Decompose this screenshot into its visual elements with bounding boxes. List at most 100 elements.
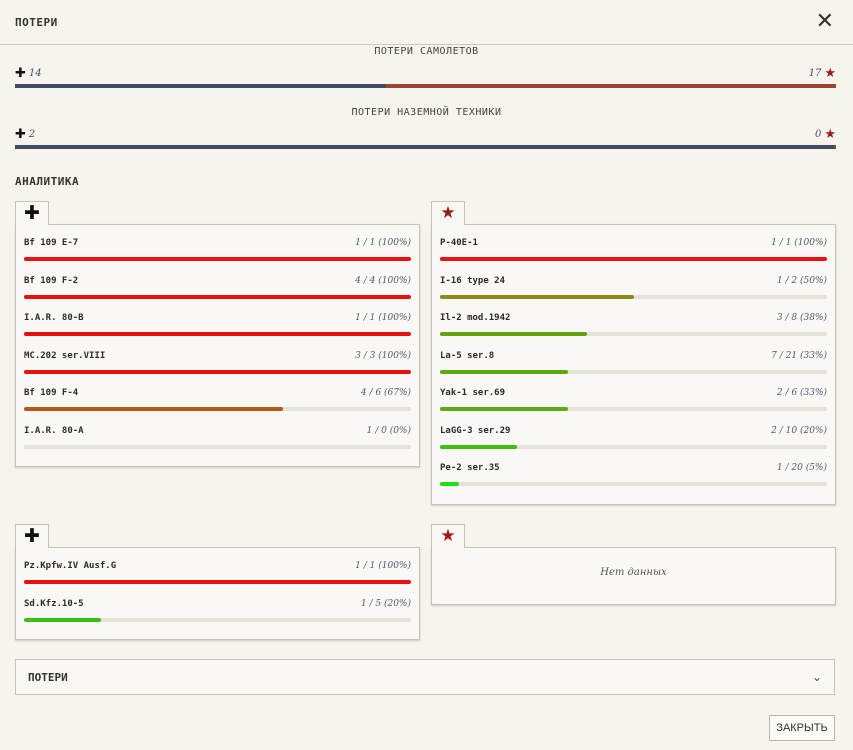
losses-accordion[interactable]: ПОТЕРИ ⌄ [15,659,835,695]
item-value: 3 / 8 (38%) [776,313,827,323]
item-name: La-5 ser.8 [440,350,495,361]
list-item: I.A.R. 80-B 1 / 1 (100%) [24,310,411,348]
allied-aircraft-list: P-40E-1 1 / 1 (100%) I-16 type 24 1 / 2 (50… [431,224,836,505]
progress-fill [24,294,411,299]
ground-losses-section: ПОТЕРИ НАЗЕМНОЙ ТЕХНИКИ ✚ 2 0 ★ [0,107,853,149]
allied-ground-list: Нет данных [431,547,836,605]
item-value: 7 / 21 (33%) [771,350,827,361]
dialog-title: ПОТЕРИ [15,15,58,29]
progress-fill [440,257,827,261]
progress-fill [24,580,411,584]
item-name: Bf 109 F-2 [24,275,79,286]
axis-ground-tab[interactable]: ✚ [15,524,49,548]
progress-track [24,407,411,411]
progress-fill [440,294,634,299]
list-item: Pz.Kpfw.IV Ausf.G 1 / 1 (100%) [24,558,411,596]
progress-fill [24,407,284,411]
progress-fill [24,617,102,622]
progress-track [24,444,411,449]
progress-track [24,580,411,584]
list-item: MC.202 ser.VIII 3 / 3 (100%) [24,348,411,386]
allied-ground-count-wrap: 0 ★ [815,128,836,141]
progress-track [24,369,411,374]
item-name: Bf 109 E-7 [24,238,79,248]
list-item: Pe-2 ser.35 1 / 20 (5%) [440,460,827,498]
ground-losses-bar [15,145,836,149]
item-name: Sd.Kfz.10-5 [24,598,84,609]
progress-track [440,444,827,449]
item-value: 1 / 20 (5%) [776,463,827,473]
star-icon: ★ [824,66,836,81]
axis-count: ✚ 14 [15,67,42,80]
progress-track [24,294,411,299]
progress-track [24,257,411,261]
progress-track [440,257,827,261]
cross-icon: ✚ [15,127,26,142]
list-item: Bf 109 E-7 1 / 1 (100%) [24,235,411,273]
list-item: Bf 109 F-4 4 / 6 (67%) [24,385,411,423]
ground-losses-caption: ПОТЕРИ НАЗЕМНОЙ ТЕХНИКИ [351,107,502,118]
item-value: 1 / 1 (100%) [355,313,411,323]
empty-state-text: Нет данных [600,567,667,578]
progress-fill [440,332,588,336]
item-value: 1 / 1 (100%) [771,238,827,248]
list-item: LaGG-3 ser.29 2 / 10 (20%) [440,423,827,461]
chevron-down-icon: ⌄ [811,670,822,684]
close-button[interactable]: ЗАКРЫТЬ [769,715,835,741]
aircraft-losses-bar [15,84,836,88]
cross-icon: ✚ [24,202,40,224]
ground-losses-counts: ✚ 2 0 ★ [15,128,836,142]
allied-ground-share-bar [833,145,836,149]
star-icon: ★ [440,203,456,223]
allied-tab[interactable]: ★ [431,201,465,225]
item-value: 1 / 2 (50%) [776,275,827,286]
item-value: 3 / 3 (100%) [355,350,411,361]
item-name: I.A.R. 80-A [24,425,84,436]
item-value: 2 / 6 (33%) [776,388,827,398]
axis-share-bar [15,84,386,88]
analytics-title: АНАЛИТИКА [15,175,80,188]
item-name: MC.202 ser.VIII [24,350,106,361]
item-name: Il-2 mod.1942 [440,313,511,323]
list-item: I-16 type 24 1 / 2 (50%) [440,273,827,311]
item-value: 1 / 1 (100%) [355,561,411,571]
allied-ground-tab[interactable]: ★ [431,524,465,548]
item-name: I-16 type 24 [440,275,506,286]
item-name: Yak-1 ser.69 [440,388,506,398]
progress-track [440,294,827,299]
list-item: I.A.R. 80-A 1 / 0 (0%) [24,423,411,461]
axis-ground-list: Pz.Kpfw.IV Ausf.G 1 / 1 (100%) Sd.Kfz.10-5… [15,547,420,640]
axis-ground-share-bar [15,145,834,149]
aircraft-losses-counts: ✚ 14 17 ★ [15,67,836,81]
item-name: Pe-2 ser.35 [440,463,500,473]
item-name: Bf 109 F-4 [24,388,79,398]
dialog-header: ПОТЕРИ ✕ [0,0,853,45]
item-value: 2 / 10 (20%) [771,425,827,436]
allied-share-bar [385,84,836,88]
accordion-label: ПОТЕРИ [28,670,68,684]
list-item: P-40E-1 1 / 1 (100%) [440,235,827,273]
axis-ground-count: 2 [28,129,36,140]
progress-fill [24,257,411,261]
aircraft-losses-section: ПОТЕРИ САМОЛЕТОВ ✚ 14 17 ★ [0,46,853,88]
allied-aircraft-count: 17 [808,68,822,79]
axis-aircraft-count: 14 [28,68,42,79]
cross-icon: ✚ [15,66,26,81]
list-item: La-5 ser.8 7 / 21 (33%) [440,348,827,386]
item-value: 1 / 5 (20%) [360,598,411,609]
progress-fill [440,369,568,374]
item-name: I.A.R. 80-B [24,313,84,323]
axis-tab[interactable]: ✚ [15,201,49,225]
item-value: 1 / 1 (100%) [355,238,411,248]
close-icon[interactable]: ✕ [815,9,834,34]
progress-track [440,332,827,336]
progress-fill [24,332,411,336]
progress-fill [440,444,518,449]
allied-ground-count: 0 [814,129,822,140]
item-name: LaGG-3 ser.29 [440,425,511,436]
progress-fill [24,369,411,374]
list-item: Yak-1 ser.69 2 / 6 (33%) [440,385,827,423]
progress-track [440,482,827,486]
item-name: P-40E-1 [440,238,478,248]
item-value: 4 / 4 (100%) [355,275,411,286]
